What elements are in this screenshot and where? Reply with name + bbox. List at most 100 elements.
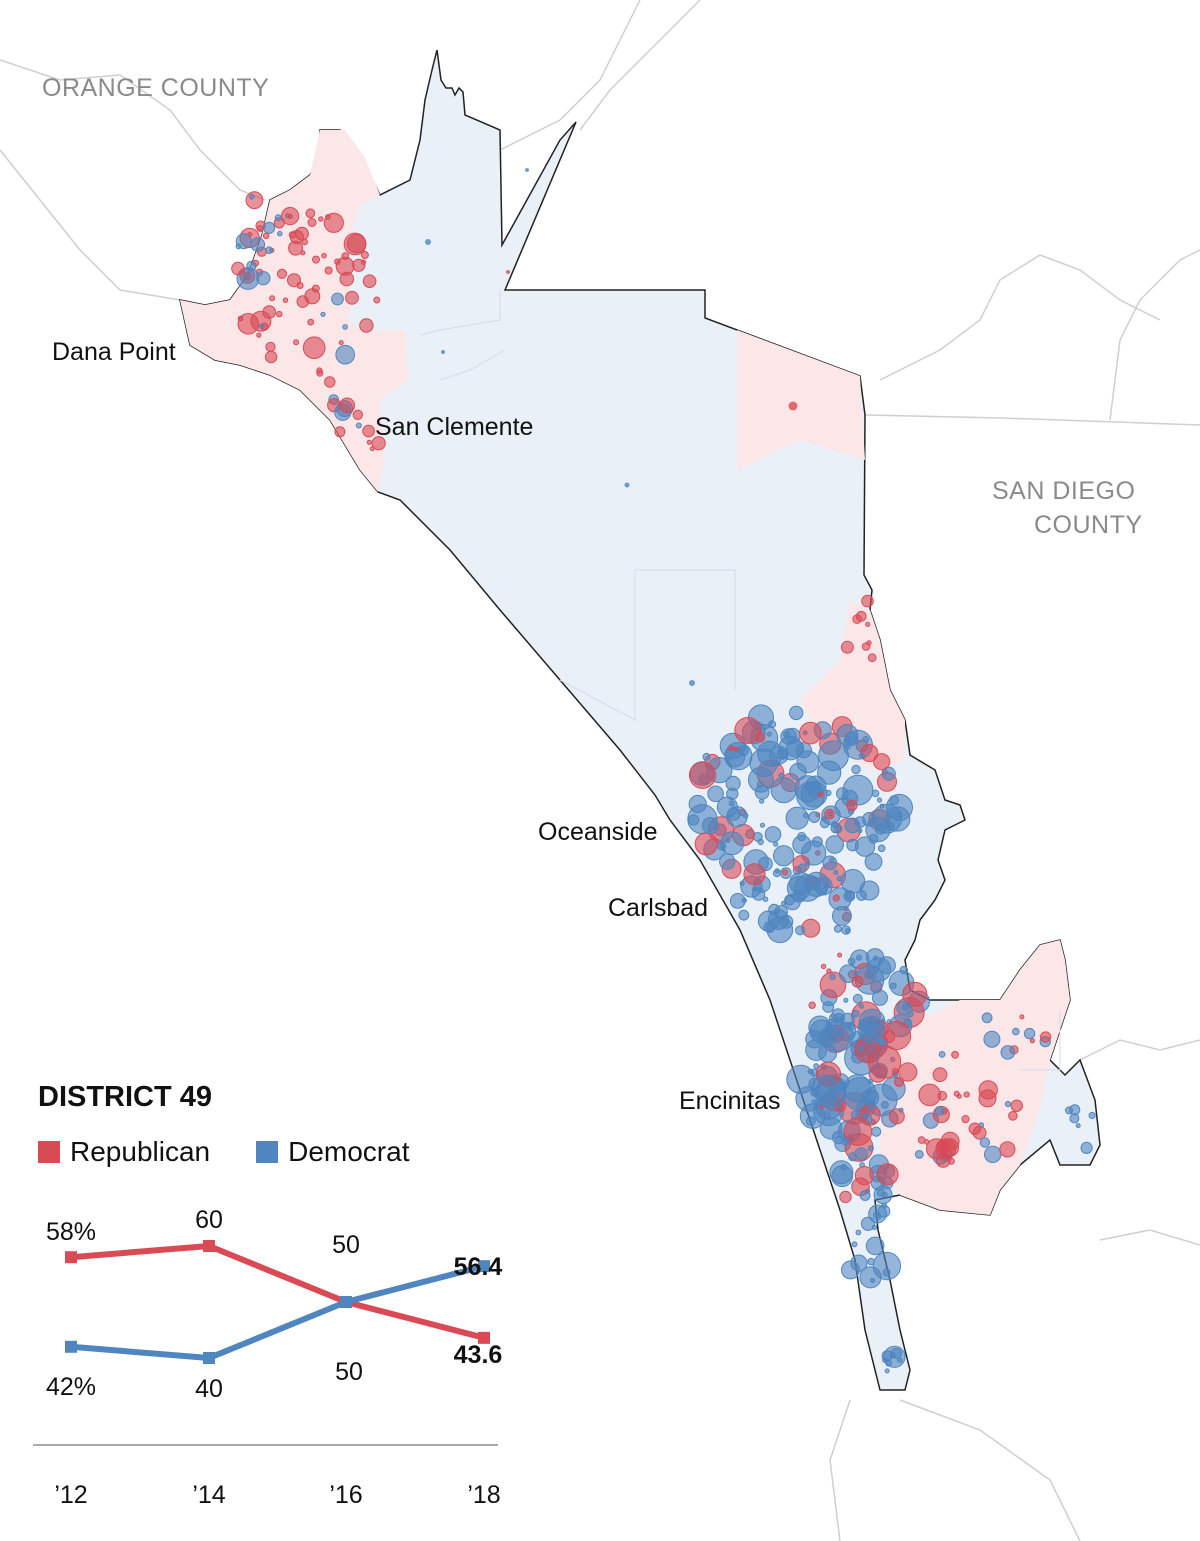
precinct-circle [836,875,843,882]
precinct-circle [1075,1123,1081,1129]
precinct-circle [293,339,300,346]
series-line-democrat [70,1263,485,1361]
precinct-circle [725,757,731,762]
precinct-circle [836,787,849,800]
precinct-circle [851,1009,860,1018]
precinct-circle [342,324,348,330]
precinct-circle [881,766,896,781]
precinct-circle [525,168,529,172]
data-point-democrat [203,1352,215,1364]
precinct-circle [951,1050,959,1059]
precinct-circle [807,1068,814,1075]
precinct-circle [1019,1014,1025,1020]
precinct-circle [360,251,369,259]
precinct-circle [264,350,278,364]
place-label-san-clemente: San Clemente [375,413,533,441]
place-label-oceanside: Oceanside [538,818,658,846]
precinct-circle [371,436,386,451]
precinct-circle [265,246,273,254]
precinct-circle [876,797,883,803]
precinct-circle [355,422,362,429]
precinct-circle [307,318,315,326]
precinct-circle [780,728,797,745]
precinct-circle [858,1045,863,1051]
precinct-circle [312,255,320,264]
precinct-circle [882,1357,888,1363]
precinct-circle [832,894,840,902]
precinct-circle [734,717,762,744]
precinct-circle [867,653,877,663]
place-label-dana-point: Dana Point [52,338,176,366]
precinct-circle [1023,1027,1036,1040]
precinct-circle [250,237,266,252]
precinct-circle [1088,1111,1096,1120]
precinct-circle [262,305,277,319]
precinct-circle [287,273,301,288]
district-shape [179,49,1101,1391]
precinct-circle [804,861,811,867]
precinct-circle [813,1063,819,1069]
precinct-circle [341,252,350,261]
x-tick-label: ’16 [329,1481,362,1509]
precinct-circle [774,905,788,919]
precinct-circle [843,997,849,1003]
precinct-circle [729,893,746,909]
precinct-circle [281,207,300,226]
precinct-circle [720,831,745,856]
precinct-circle [1010,1099,1023,1112]
precinct-circle [870,1278,875,1283]
data-label-republican: 50 [332,1231,360,1259]
precinct-circle [320,311,326,317]
precinct-circle [276,268,288,279]
precinct-circle [857,828,863,834]
precinct-circle [877,844,886,853]
precinct-circle [898,1062,918,1082]
precinct-circle [362,424,375,438]
precinct-circle [624,482,630,488]
series-line-republican [70,1243,485,1341]
precinct-circle [506,270,510,274]
precinct-circle [999,1141,1016,1158]
precinct-circle [846,799,858,812]
precinct-circle [321,252,327,259]
precinct-circle [981,1012,993,1024]
precinct-circle [694,832,718,856]
precinct-circle [865,816,891,843]
precinct-circle [861,594,874,608]
precinct-circle [1040,1031,1052,1043]
precinct-circle [917,1136,926,1144]
precinct-circle [773,841,779,847]
precinct-circle [937,1090,948,1101]
precinct-circle [837,952,843,958]
precinct-circle [979,1137,991,1148]
precinct-circle [256,225,264,232]
precinct-circle [833,1013,845,1025]
precinct-circle [265,341,276,352]
precinct-circle [918,1083,942,1107]
precinct-circle [876,1163,899,1186]
precinct-circle [288,240,304,256]
precinct-circle [983,1030,1001,1048]
precinct-circle [811,1099,817,1105]
precinct-circle [339,397,356,414]
precinct-circle [728,745,735,752]
precinct-circle [689,680,695,686]
county-label-san-diego-2: COUNTY [1034,511,1143,539]
precinct-circle [963,1091,970,1098]
precinct-circle [282,297,289,303]
precinct-circle [738,909,750,921]
precinct-circle [898,1107,904,1113]
precinct-circle [245,191,264,210]
precinct-circle [277,230,283,237]
precinct-circle [841,1137,850,1146]
x-tick-label: ’12 [54,1481,87,1509]
precinct-circle [814,782,822,790]
precinct-circle [789,705,804,721]
precinct-circle [808,1015,832,1039]
precinct-circle [305,208,316,219]
precinct-circle [833,924,842,933]
precinct-circle [829,973,836,980]
precinct-circle [881,1202,888,1209]
